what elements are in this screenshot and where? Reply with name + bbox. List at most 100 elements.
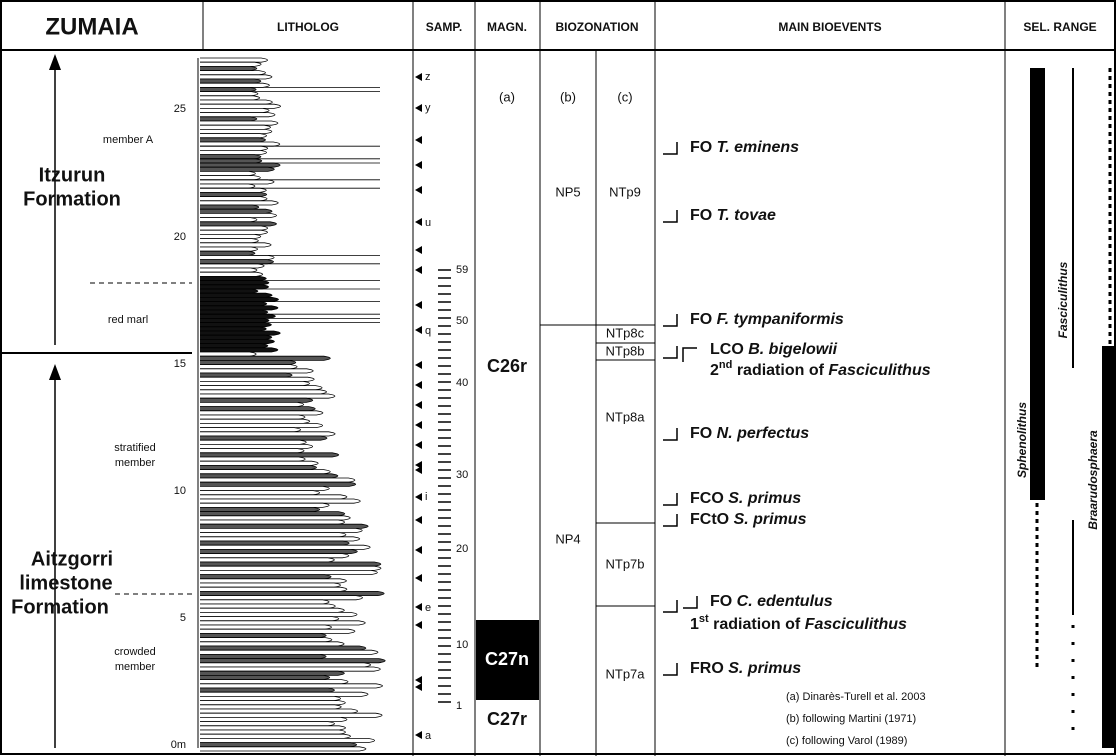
bed: [200, 322, 272, 328]
bed: [200, 691, 369, 697]
bed: [200, 549, 358, 554]
col-header: SAMP.: [426, 20, 462, 34]
bed: [200, 486, 330, 491]
sample-arrow: [415, 516, 422, 524]
sample-number: 40: [456, 377, 468, 389]
bed: [200, 351, 257, 357]
bed: [200, 124, 271, 130]
bed: [200, 221, 277, 227]
bed: [200, 519, 345, 525]
col-header: LITHOLOG: [277, 20, 339, 34]
range-label: Fasciculithus: [1056, 261, 1070, 338]
bed: [200, 309, 269, 315]
bed: [200, 738, 376, 743]
member: crowded: [114, 646, 156, 658]
bed: [200, 267, 258, 273]
member: stratified: [114, 442, 156, 454]
sample-arrow: [415, 246, 422, 254]
sample-arrow: [415, 401, 422, 409]
bed: [200, 406, 316, 412]
bed: [200, 427, 302, 433]
reference: (b) following Martini (1971): [786, 713, 916, 725]
bed: [200, 360, 297, 365]
bed: [200, 82, 270, 88]
bed: [200, 192, 268, 197]
sample-letter: e: [425, 602, 431, 614]
ntp-zone: NTp8a: [605, 409, 645, 424]
sample-arrow: [415, 676, 422, 684]
bed: [200, 490, 321, 496]
bed: [200, 591, 385, 596]
bed: [200, 116, 258, 122]
bioevent: FRO S. primus: [690, 660, 801, 677]
sample-arrow: [415, 161, 422, 169]
event-marker: [663, 210, 678, 223]
bed: [200, 414, 306, 420]
depth-tick: 15: [174, 358, 186, 370]
ntp-zone: NTp9: [609, 184, 641, 199]
bed: [200, 712, 383, 718]
bed: [200, 431, 336, 437]
bed: [200, 57, 269, 63]
sample-arrow: [415, 73, 422, 81]
bed: [200, 292, 273, 298]
bed: [200, 511, 346, 517]
depth-tick: 25: [174, 103, 186, 115]
sample-letter: q: [425, 325, 431, 337]
c27n-block: [476, 620, 539, 700]
bed: [200, 708, 359, 714]
bed: [200, 683, 383, 689]
reference: (a) Dinarès-Turell et al. 2003: [786, 691, 926, 703]
bed: [200, 200, 279, 206]
ntp-zone: NTp7a: [605, 666, 645, 681]
event-marker: [682, 347, 697, 362]
bed: [200, 687, 335, 693]
bed: [200, 208, 273, 214]
bed: [200, 179, 275, 185]
bed: [200, 733, 351, 739]
bioevent: 1st radiation of Fasciculithus: [690, 610, 907, 633]
bed: [200, 507, 321, 512]
bed: [200, 284, 270, 290]
bed: [200, 557, 335, 563]
depth-tick: 5: [180, 612, 186, 624]
bed: [200, 700, 346, 706]
member: member: [115, 661, 156, 673]
bed: [200, 150, 267, 155]
bed: [200, 410, 324, 416]
bed: [200, 544, 371, 550]
bed: [200, 616, 340, 622]
bed: [200, 586, 348, 592]
bed: [200, 658, 386, 664]
event-marker: [663, 428, 678, 441]
sample-arrow: [415, 361, 422, 369]
ref: (b): [560, 89, 576, 104]
bed: [200, 318, 270, 323]
bed: [200, 574, 332, 580]
bioevent: FO C. edentulus: [710, 593, 833, 610]
member: member A: [103, 134, 154, 146]
sample-letter: u: [425, 217, 431, 229]
litholog: [200, 57, 386, 752]
sample-ticks: [415, 73, 451, 739]
bed: [200, 246, 259, 252]
bed: [200, 633, 327, 638]
bed: [200, 515, 351, 521]
formation: Itzurun: [39, 164, 106, 186]
bed: [200, 570, 378, 575]
bed: [200, 624, 332, 630]
bed: [200, 204, 260, 210]
bed: [200, 171, 256, 176]
depth-tick: 0m: [171, 739, 186, 751]
bed: [200, 536, 361, 542]
bed: [200, 717, 348, 722]
bed: [200, 213, 277, 218]
formation: Formation: [11, 596, 109, 618]
bed: [200, 141, 281, 147]
bed: [200, 473, 339, 479]
bed: [200, 565, 382, 571]
bed: [200, 187, 267, 193]
bed: [200, 675, 331, 680]
magnetozone: C27n: [485, 649, 529, 669]
